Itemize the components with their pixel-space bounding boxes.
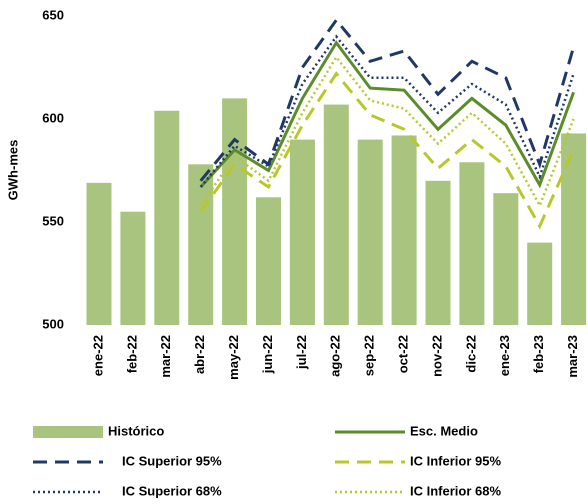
bar xyxy=(493,193,519,325)
x-tick-label: abr-22 xyxy=(192,335,207,374)
x-tick-label: jul-22 xyxy=(294,335,309,370)
x-tick-label: oct-22 xyxy=(396,335,411,373)
line xyxy=(199,17,576,182)
x-tick-label: sep-22 xyxy=(362,335,377,376)
legend-label: Histórico xyxy=(108,423,164,438)
legend-label: IC Superior 68% xyxy=(122,483,222,498)
y-axis-label: GWh-mes xyxy=(5,140,20,201)
bar xyxy=(527,242,553,325)
legend-label: IC Inferior 68% xyxy=(410,483,501,498)
x-tick-label: feb-23 xyxy=(531,335,546,373)
y-tick-label: 550 xyxy=(42,213,64,228)
bar xyxy=(188,164,214,325)
x-tick-label: nov-22 xyxy=(429,335,444,377)
y-tick-label: 600 xyxy=(42,110,64,125)
legend-label: Esc. Medio xyxy=(410,423,478,438)
bar xyxy=(425,180,451,325)
x-tick-label: dic-22 xyxy=(463,335,478,373)
line xyxy=(199,71,575,230)
x-tick-label: mar-23 xyxy=(565,335,580,378)
bar xyxy=(289,139,315,325)
bar xyxy=(256,197,281,325)
bar xyxy=(561,133,587,325)
bar xyxy=(86,182,112,325)
bar xyxy=(323,104,349,325)
bar xyxy=(391,135,417,325)
x-tick-label: ene-23 xyxy=(497,335,512,376)
line xyxy=(199,34,575,188)
line xyxy=(199,40,576,189)
bar xyxy=(357,139,383,325)
legend-label: IC Inferior 95% xyxy=(410,453,501,468)
legend-swatch xyxy=(33,426,103,438)
x-tick-label: may-22 xyxy=(226,335,241,380)
x-tick-label: jun-22 xyxy=(260,335,275,374)
line xyxy=(199,55,575,209)
x-tick-label: feb-22 xyxy=(124,335,139,373)
legend-label: IC Superior 95% xyxy=(122,453,222,468)
bar xyxy=(459,162,485,325)
x-tick-label: mar-22 xyxy=(158,335,173,378)
x-tick-label: ene-22 xyxy=(90,335,105,376)
bar xyxy=(120,211,146,325)
x-tick-label: ago-22 xyxy=(328,335,343,377)
y-tick-label: 500 xyxy=(42,316,64,331)
bar xyxy=(154,110,180,325)
bar xyxy=(222,98,248,326)
y-tick-label: 650 xyxy=(42,7,64,22)
